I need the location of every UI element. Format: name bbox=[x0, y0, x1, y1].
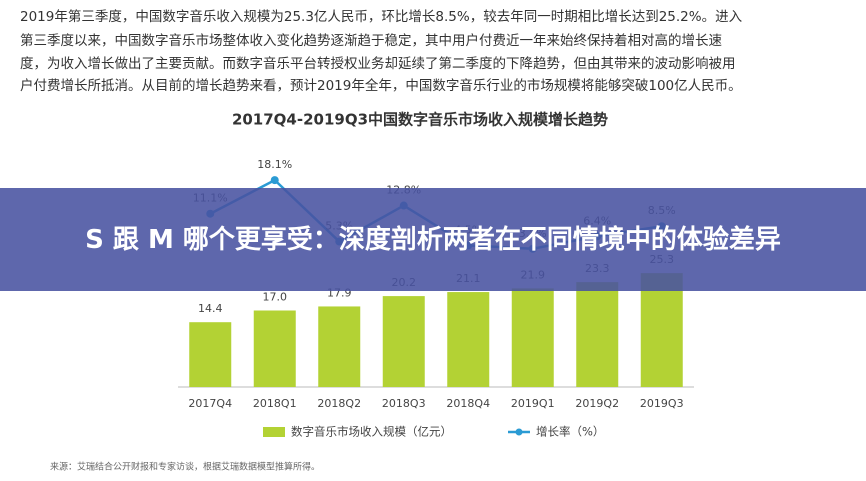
bar bbox=[253, 310, 296, 387]
data-label: 14.4 bbox=[198, 302, 223, 315]
legend-swatch bbox=[515, 428, 523, 436]
paragraph-line: 第三季度以来，中国数字音乐市场整体收入变化趋势逐渐趋于稳定，其中用户付费近一年来… bbox=[20, 32, 722, 49]
x-tick-label: 2019Q3 bbox=[640, 397, 684, 410]
bar bbox=[640, 273, 683, 387]
bar bbox=[511, 288, 554, 387]
bar bbox=[382, 296, 425, 387]
x-tick-label: 2018Q1 bbox=[253, 397, 297, 410]
paragraph-line: 户付费增长所抵消。从目前的增长趋势来看，预计2019年全年，中国数字音乐行业的市… bbox=[20, 77, 742, 94]
x-tick-label: 2018Q2 bbox=[317, 397, 361, 410]
paragraph-line: 度，为收入增长做出了主要贡献。而数字音乐平台转授权业务却延续了第二季度的下降趋势… bbox=[20, 55, 736, 72]
bar bbox=[576, 282, 619, 387]
bar bbox=[189, 322, 232, 387]
data-label: 18.1% bbox=[257, 158, 292, 171]
banner: S 跟 M 哪个更享受：深度剖析两者在不同情境中的体验差异 bbox=[0, 188, 866, 291]
paragraph-line: 2019年第三季度，中国数字音乐收入规模为25.3亿人民币，环比增长8.5%，较… bbox=[20, 8, 743, 25]
line-point bbox=[270, 176, 279, 185]
x-tick-label: 2019Q1 bbox=[511, 397, 555, 410]
x-tick-label: 2018Q3 bbox=[382, 397, 426, 410]
legend-label: 数字音乐市场收入规模（亿元） bbox=[291, 425, 452, 439]
bar bbox=[447, 292, 490, 387]
x-tick-label: 2019Q2 bbox=[575, 397, 619, 410]
legend-swatch bbox=[263, 427, 285, 437]
source: 来源：艾瑞结合公开财报和专家访谈，根据艾瑞数据模型推算所得。 bbox=[50, 461, 320, 473]
legend-label: 增长率（%） bbox=[536, 425, 604, 439]
x-tick-label: 2018Q4 bbox=[446, 397, 490, 410]
x-tick-label: 2017Q4 bbox=[188, 397, 232, 410]
chart-title: 2017Q4-2019Q3中国数字音乐市场收入规模增长趋势 bbox=[232, 111, 608, 129]
banner-title: S 跟 M 哪个更享受：深度剖析两者在不同情境中的体验差异 bbox=[85, 224, 781, 255]
bar bbox=[318, 306, 361, 387]
data-label: 17.0 bbox=[263, 291, 288, 304]
